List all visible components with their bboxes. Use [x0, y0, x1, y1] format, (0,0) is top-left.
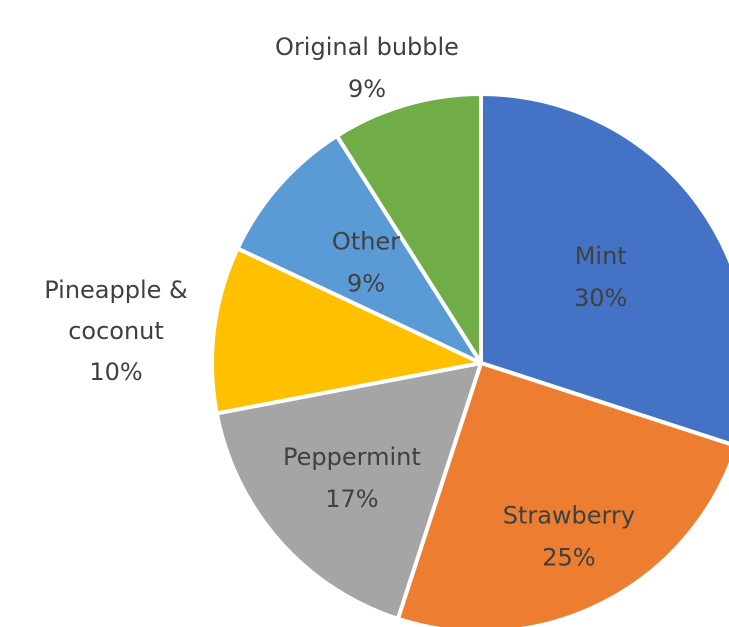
pie-slice-peppermint [214, 361, 483, 621]
slice-name-peppermint: Peppermint [283, 443, 421, 471]
slice-name-original-bubble: Original bubble [275, 33, 459, 61]
slice-label-original-bubble: Original bubble 9% [275, 33, 459, 103]
pie-slice-strawberry [395, 361, 729, 627]
slice-value-mint: 30% [574, 284, 627, 312]
slice-labels: Mint 30% Strawberry 25% Peppermint 17% Pineapp… [44, 33, 635, 572]
slice-label-peppermint: Peppermint 17% [283, 443, 421, 513]
pie-slices [209, 92, 729, 627]
slice-value-strawberry: 25% [542, 544, 595, 572]
slice-value-original-bubble: 9% [348, 75, 386, 103]
pie-slice-other [235, 133, 483, 365]
slice-label-strawberry: Strawberry 25% [503, 502, 635, 572]
pie-slice-pineapple-and-coconut [209, 246, 483, 416]
slice-value-other: 9% [347, 270, 385, 298]
slice-name-pineapple-and-coconut: coconut [68, 317, 164, 345]
slice-value-peppermint: 17% [325, 485, 378, 513]
slice-label-mint: Mint 30% [574, 242, 627, 312]
slice-label-other: Other 9% [332, 228, 400, 298]
slice-value-pineapple-and-coconut: 10% [89, 358, 142, 386]
slice-label-pineapple-and-coconut: Pineapple & coconut 10% [44, 276, 188, 386]
pie-slice-mint [479, 92, 729, 446]
slice-name-mint: Mint [575, 242, 627, 270]
slice-name-pineapple-and-coconut: Pineapple & [44, 276, 188, 304]
slice-name-other: Other [332, 228, 400, 256]
slice-name-strawberry: Strawberry [503, 502, 635, 530]
pie-slice-original-bubble [334, 92, 483, 365]
